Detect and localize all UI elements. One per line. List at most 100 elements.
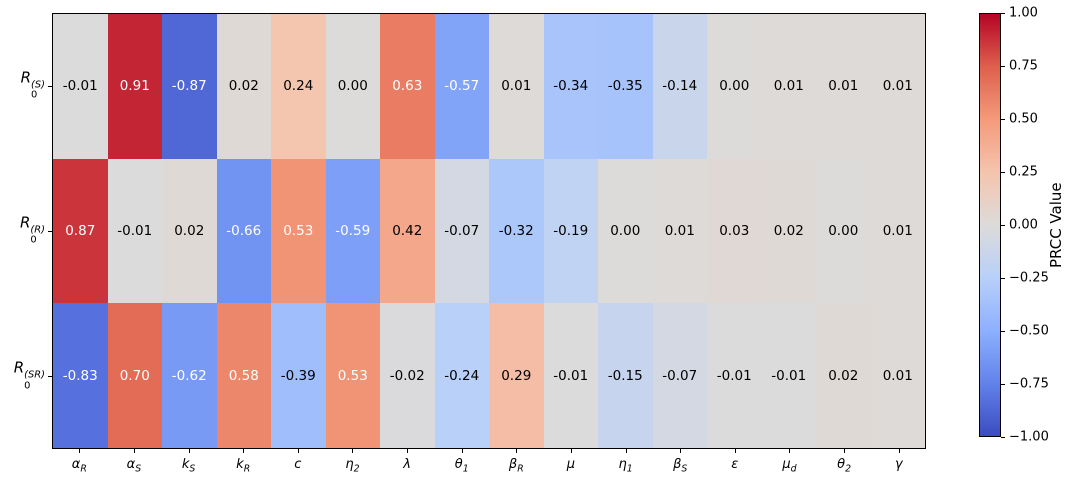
x-tick-label-6: λ: [403, 457, 411, 472]
heatmap-cell-r2-c11: -0.07: [652, 303, 707, 448]
x-tick-label-15: γ: [894, 457, 903, 472]
colorbar-label: PRCC Value: [1047, 182, 1065, 268]
x-tick-label-5: η2: [345, 457, 360, 475]
heatmap-cell-r1-c1: -0.01: [107, 158, 162, 304]
colorbar-tick-label-7: −0.75: [1009, 376, 1049, 392]
heatmap-cell-r2-c13: -0.01: [761, 303, 816, 448]
colorbar: [979, 13, 1001, 437]
heatmap-cell-r2-c5: 0.53: [325, 303, 380, 448]
heatmap-cell-r2-c15: 0.01: [870, 303, 925, 448]
heatmap-cell-r0-c6: 0.63: [380, 14, 435, 159]
heatmap-cell-r2-c4: -0.39: [271, 303, 326, 448]
heatmap-cell-r1-c2: 0.02: [162, 158, 217, 304]
x-tick-4: [297, 449, 299, 453]
x-tick-label-1: αS: [126, 457, 142, 475]
heatmap-cell-r2-c3: 0.58: [216, 303, 271, 448]
x-tick-0: [79, 449, 81, 453]
colorbar-tick-1: [1001, 66, 1005, 67]
colorbar-tick-label-0: 1.00: [1009, 5, 1038, 21]
colorbar-tick-0: [1001, 13, 1005, 14]
x-tick-label-7: θ1: [454, 457, 469, 475]
heatmap-cell-r1-c12: 0.03: [707, 158, 762, 304]
colorbar-tick-label-8: −1.00: [1009, 429, 1049, 445]
x-tick-label-0: αR: [71, 457, 87, 475]
x-tick-11: [680, 449, 682, 453]
heatmap-cell-r0-c0: -0.01: [53, 14, 108, 159]
colorbar-tick-label-1: 0.75: [1009, 58, 1038, 74]
x-tick-label-8: βR: [508, 457, 524, 475]
colorbar-tick-3: [1001, 172, 1005, 173]
x-tick-6: [407, 449, 409, 453]
x-tick-5: [352, 449, 354, 453]
heatmap-cell-r1-c0: 0.87: [53, 158, 108, 304]
heatmap-cell-r0-c1: 0.91: [107, 14, 162, 159]
colorbar-tick-label-6: −0.50: [1009, 323, 1049, 339]
y-tick-label-2: R (SR) 0: [13, 358, 45, 392]
x-tick-8: [516, 449, 518, 453]
colorbar-tick-5: [1001, 278, 1005, 279]
heatmap-cell-r1-c13: 0.02: [761, 158, 816, 304]
heatmap-cell-r0-c8: 0.01: [489, 14, 544, 159]
y-tick-1: [48, 231, 52, 232]
heatmap-plot-area: -0.01 0.91 -0.87 0.02 0.24 0.00 0.63 -0.57 0.01-…: [52, 13, 926, 449]
heatmap-cell-r1-c10: 0.00: [598, 158, 653, 304]
x-tick-3: [243, 449, 245, 453]
heatmap-cell-r2-c2: -0.62: [162, 303, 217, 448]
x-tick-2: [188, 449, 190, 453]
heatmap-cell-r1-c5: -0.59: [325, 158, 380, 304]
heatmap-cell-r1-c4: 0.53: [271, 158, 326, 304]
colorbar-tick-label-3: 0.25: [1009, 164, 1038, 180]
x-tick-label-3: kR: [236, 457, 251, 475]
heatmap-cell-r0-c5: 0.00: [325, 14, 380, 159]
colorbar-tick-label-5: −0.25: [1009, 270, 1049, 286]
x-tick-label-4: c: [294, 457, 302, 472]
heatmap-cell-r2-c8: 0.29: [489, 303, 544, 448]
y-tick-0: [48, 85, 52, 87]
heatmap-cell-r2-c6: -0.02: [380, 303, 435, 448]
x-tick-1: [133, 449, 135, 453]
heatmap-cell-r1-c14: 0.00: [816, 158, 871, 304]
x-tick-label-13: μd: [782, 457, 797, 475]
heatmap-cell-r0-c13: 0.01: [761, 14, 816, 159]
x-tick-7: [461, 449, 463, 453]
x-tick-label-11: βS: [673, 457, 688, 475]
x-tick-9: [570, 449, 572, 453]
heatmap-cell-r1-c7: -0.07: [434, 158, 489, 304]
heatmap-cell-r0-c15: 0.01: [870, 14, 925, 159]
colorbar-tick-7: [1001, 384, 1005, 385]
colorbar-tick-label-4: 0.00: [1009, 217, 1038, 233]
y-tick-label-0: R (S) 0: [20, 68, 45, 101]
x-tick-label-9: μ: [566, 457, 576, 472]
x-tick-label-14: θ2: [837, 457, 852, 475]
x-tick-15: [898, 449, 900, 453]
x-tick-13: [789, 449, 791, 453]
heatmap-cell-r0-c7: -0.57: [434, 14, 489, 159]
colorbar-tick-4: [1001, 225, 1005, 226]
colorbar-tick-8: [1001, 437, 1005, 438]
heatmap-cell-r0-c11: -0.14: [652, 14, 707, 159]
heatmap-cell-r0-c14: 0.01: [816, 14, 871, 159]
heatmap-cell-r2-c1: 0.70: [107, 303, 162, 448]
heatmap-cell-r0-c3: 0.02: [216, 14, 271, 159]
colorbar-tick-2: [1001, 119, 1005, 120]
heatmap-cell-r2-c14: 0.02: [816, 303, 871, 448]
heatmap-cell-r1-c9: -0.19: [543, 158, 598, 304]
heatmap-cell-r0-c4: 0.24: [271, 14, 326, 159]
heatmap-cell-r2-c12: -0.01: [707, 303, 762, 448]
heatmap-cell-r1-c6: 0.42: [380, 158, 435, 304]
colorbar-tick-6: [1001, 331, 1005, 332]
heatmap-cell-r1-c15: 0.01: [870, 158, 925, 304]
x-tick-12: [734, 449, 736, 453]
heatmap-cell-r2-c7: -0.24: [434, 303, 489, 448]
y-tick-2: [48, 376, 52, 378]
heatmap-grid: -0.01 0.91 -0.87 0.02 0.24 0.00 0.63 -0.57 0.01-…: [53, 14, 925, 448]
y-tick-label-1: R (R) 0: [19, 213, 45, 246]
heatmap-cell-r2-c0: -0.83: [53, 303, 108, 448]
heatmap-cell-r2-c9: -0.01: [543, 303, 598, 448]
x-tick-label-12: ε: [731, 457, 739, 472]
heatmap-cell-r1-c8: -0.32: [489, 158, 544, 304]
heatmap-cell-r0-c10: -0.35: [598, 14, 653, 159]
x-tick-label-10: η1: [618, 457, 633, 475]
x-tick-label-2: kS: [181, 457, 196, 475]
